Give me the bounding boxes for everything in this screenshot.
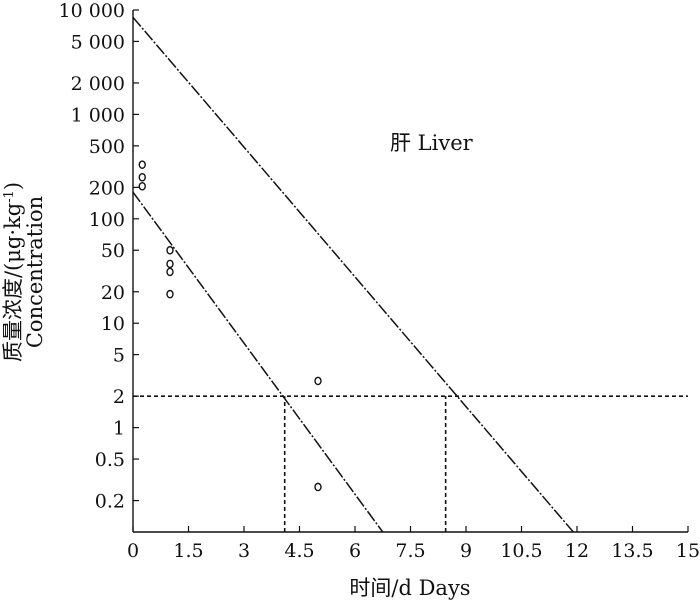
data-point: [138, 181, 146, 191]
y-axis-title-english: Concentration: [23, 196, 47, 348]
y-tick-label: 10 000: [59, 0, 125, 22]
x-tick-label: 12: [565, 540, 589, 562]
y-tick-label: 2: [113, 386, 125, 408]
y-tick-label: 200: [89, 177, 125, 199]
data-point: [314, 376, 322, 386]
svg-text:质量浓度/(μg·kg-1): 质量浓度/(μg·kg-1): [1, 182, 25, 362]
y-tick-label: 0.5: [95, 449, 125, 471]
y-tick-label: 2 000: [71, 73, 125, 95]
data-point: [138, 160, 146, 169]
x-tick-label: 7.5: [395, 540, 425, 562]
y-tick-label: 1 000: [71, 104, 125, 126]
y-tick-label: 0.2: [95, 491, 125, 513]
y-tick-label: 100: [89, 209, 125, 231]
y-tick-label: 5: [113, 345, 125, 367]
y-tick-label: 50: [101, 240, 125, 262]
x-tick-label: 3: [238, 540, 250, 562]
x-tick-label: 1.5: [173, 540, 203, 562]
x-tick-label: 15: [676, 540, 700, 562]
chart-annotation: 肝 Liver: [390, 131, 474, 155]
y-tick-label: 500: [89, 136, 125, 158]
data-point: [138, 172, 146, 182]
data-point: [166, 245, 174, 255]
data-point: [166, 259, 174, 269]
x-axis-title: 时间/d Days: [349, 576, 470, 600]
y-tick-label: 1: [113, 418, 125, 440]
x-tick-label: 6: [349, 540, 361, 562]
y-tick-label: 20: [101, 282, 125, 304]
x-tick-label: 13.5: [611, 540, 653, 562]
plot-area: 0 1.5 3 4.5 6 7.5 9 10.5 12 13.5 150.20.5125102050…: [59, 0, 700, 562]
y-tick-label: 10: [101, 313, 125, 335]
data-point: [166, 289, 174, 299]
y-axis-title: 质量浓度/(μg·kg-1): [1, 182, 25, 362]
data-point: [166, 267, 174, 277]
y-axis-title-sup: -1: [2, 190, 17, 203]
data-point: [314, 482, 322, 492]
y-axis-title-tail: ): [1, 182, 25, 190]
x-tick-label: 9: [460, 540, 472, 562]
y-tick-label: 5 000: [71, 31, 125, 53]
x-tick-label: 0: [127, 540, 139, 562]
regression-line-1: [132, 191, 384, 533]
x-tick-label: 10.5: [500, 540, 542, 562]
regression-line-2: [132, 16, 574, 533]
y-axis-title-main: 质量浓度/(μg·kg: [1, 203, 25, 362]
x-tick-label: 4.5: [284, 540, 314, 562]
